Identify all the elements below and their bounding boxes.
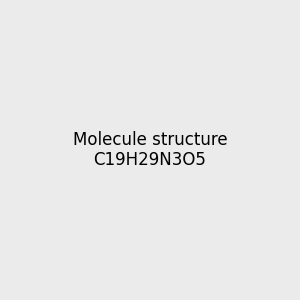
Text: Molecule structure
C19H29N3O5: Molecule structure C19H29N3O5 — [73, 130, 227, 170]
